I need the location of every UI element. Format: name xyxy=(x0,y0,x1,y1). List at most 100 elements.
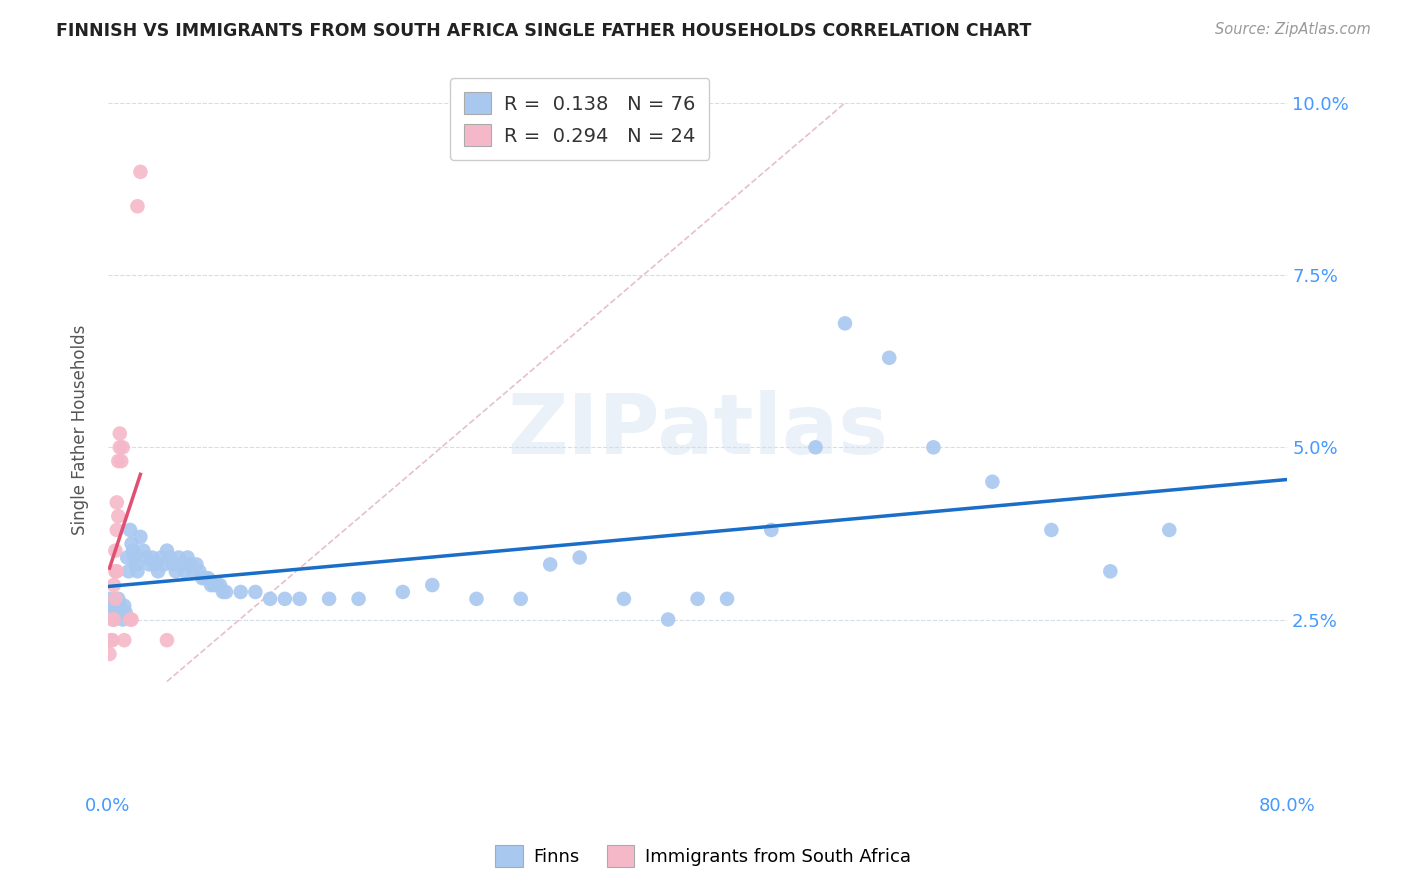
Point xyxy=(107,591,129,606)
Point xyxy=(110,606,132,620)
Legend: Finns, Immigrants from South Africa: Finns, Immigrants from South Africa xyxy=(488,838,918,874)
Point xyxy=(613,591,636,606)
Point xyxy=(121,613,143,627)
Point xyxy=(922,440,945,454)
Point xyxy=(105,606,128,620)
Point xyxy=(183,564,205,578)
Point xyxy=(716,591,738,606)
Point xyxy=(200,578,222,592)
Point xyxy=(132,543,155,558)
Point xyxy=(212,585,235,599)
Point xyxy=(180,558,202,572)
Point xyxy=(127,564,149,578)
Point xyxy=(101,613,124,627)
Point xyxy=(197,571,219,585)
Point xyxy=(686,591,709,606)
Point xyxy=(111,440,134,454)
Point xyxy=(205,578,228,592)
Point xyxy=(112,599,135,613)
Point xyxy=(538,558,561,572)
Point xyxy=(105,495,128,509)
Point xyxy=(125,558,148,572)
Point xyxy=(159,550,181,565)
Point xyxy=(120,613,142,627)
Point xyxy=(465,591,488,606)
Point xyxy=(162,558,184,572)
Point xyxy=(105,523,128,537)
Point xyxy=(114,606,136,620)
Legend: R =  0.138   N = 76, R =  0.294   N = 24: R = 0.138 N = 76, R = 0.294 N = 24 xyxy=(450,78,710,160)
Point xyxy=(1099,564,1122,578)
Point xyxy=(110,454,132,468)
Point xyxy=(111,613,134,627)
Point xyxy=(153,558,176,572)
Point xyxy=(173,564,195,578)
Point xyxy=(112,633,135,648)
Point xyxy=(103,613,125,627)
Point xyxy=(129,165,152,179)
Point xyxy=(657,613,679,627)
Point xyxy=(288,591,311,606)
Point xyxy=(101,633,124,648)
Point xyxy=(245,585,267,599)
Point xyxy=(420,578,443,592)
Point xyxy=(318,591,340,606)
Point xyxy=(191,571,214,585)
Text: FINNISH VS IMMIGRANTS FROM SOUTH AFRICA SINGLE FATHER HOUSEHOLDS CORRELATION CHA: FINNISH VS IMMIGRANTS FROM SOUTH AFRICA … xyxy=(56,22,1032,40)
Point xyxy=(274,591,297,606)
Point xyxy=(156,633,179,648)
Point xyxy=(98,647,121,661)
Point xyxy=(127,199,149,213)
Point xyxy=(100,599,122,613)
Point xyxy=(167,550,190,565)
Point xyxy=(877,351,900,365)
Point xyxy=(107,509,129,524)
Point xyxy=(1159,523,1181,537)
Point xyxy=(105,564,128,578)
Point xyxy=(98,591,121,606)
Point xyxy=(115,550,138,565)
Point xyxy=(104,599,127,613)
Point xyxy=(1040,523,1063,537)
Point xyxy=(104,591,127,606)
Point xyxy=(194,571,217,585)
Point xyxy=(122,543,145,558)
Point xyxy=(165,564,187,578)
Point xyxy=(761,523,783,537)
Point xyxy=(117,564,139,578)
Point xyxy=(834,317,856,331)
Text: ZIPatlas: ZIPatlas xyxy=(508,390,889,471)
Point xyxy=(215,585,238,599)
Point xyxy=(129,530,152,544)
Point xyxy=(100,633,122,648)
Point xyxy=(104,564,127,578)
Point xyxy=(108,599,131,613)
Point xyxy=(804,440,827,454)
Point xyxy=(176,550,198,565)
Point xyxy=(108,426,131,441)
Point xyxy=(124,550,146,565)
Text: Source: ZipAtlas.com: Source: ZipAtlas.com xyxy=(1215,22,1371,37)
Point xyxy=(150,550,173,565)
Point xyxy=(101,606,124,620)
Point xyxy=(107,454,129,468)
Point xyxy=(108,440,131,454)
Point xyxy=(104,543,127,558)
Point xyxy=(259,591,281,606)
Point xyxy=(135,550,157,565)
Point xyxy=(103,578,125,592)
Point xyxy=(156,543,179,558)
Point xyxy=(981,475,1004,489)
Point xyxy=(121,537,143,551)
Point xyxy=(208,578,231,592)
Point xyxy=(143,558,166,572)
Point xyxy=(120,523,142,537)
Y-axis label: Single Father Households: Single Father Households xyxy=(72,325,89,535)
Point xyxy=(170,558,193,572)
Point xyxy=(347,591,370,606)
Point xyxy=(146,564,169,578)
Point xyxy=(188,564,211,578)
Point xyxy=(141,550,163,565)
Point xyxy=(138,558,160,572)
Point xyxy=(509,591,531,606)
